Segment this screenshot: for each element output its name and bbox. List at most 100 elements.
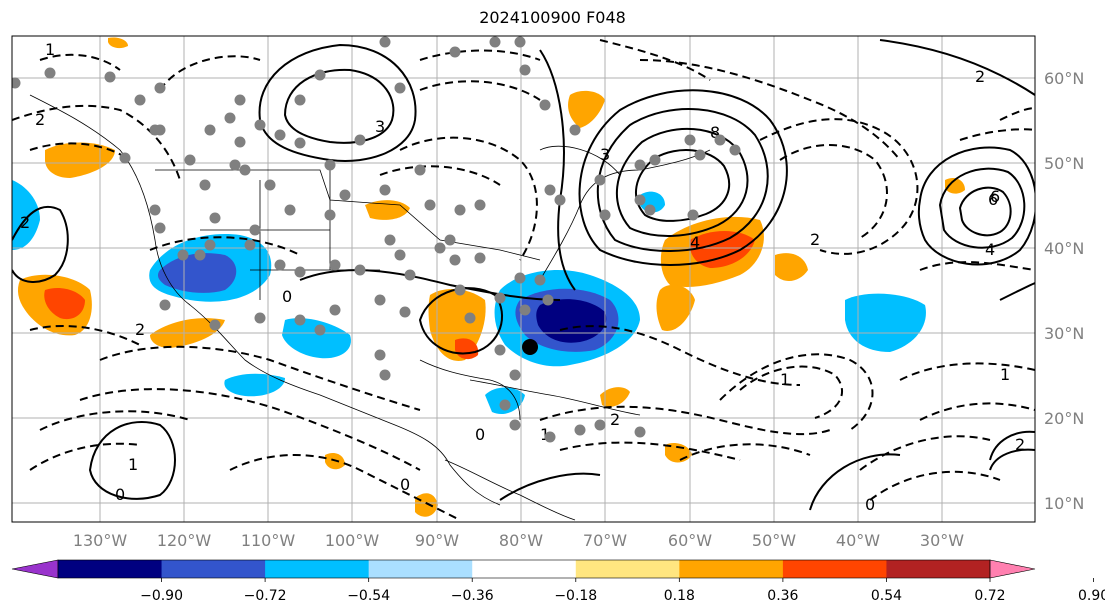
station-dot [544, 184, 556, 196]
contour-label: 1 [45, 40, 55, 59]
contour-label: 1 [128, 455, 138, 474]
map-frame [11, 35, 1036, 523]
longitude-label: 120°W [157, 531, 212, 550]
station-dot [234, 94, 246, 106]
colorbar-tick-label: 0.90 [1078, 588, 1105, 604]
station-dot [454, 284, 466, 296]
station-dot [119, 152, 131, 164]
station-dot [209, 212, 221, 224]
station-dot [569, 124, 581, 136]
station-dot [154, 82, 166, 94]
station-dot [379, 369, 391, 381]
station-dot [499, 399, 511, 411]
station-dot [329, 304, 341, 316]
station-dot [474, 199, 486, 211]
station-dot [424, 199, 436, 211]
colorbar-tick-label: −0.72 [244, 588, 287, 604]
station-dot [694, 149, 706, 161]
station-dot [384, 234, 396, 246]
contour-label: 2 [20, 213, 30, 232]
station-dot [339, 189, 351, 201]
contour-label: 2 [810, 230, 820, 249]
station-dot [714, 134, 726, 146]
colorbar-ticks: −0.90 −0.72 −0.54 −0.36 −0.18 0.18 0.36 0.54 0.7… [140, 578, 1105, 604]
station-dot [294, 94, 306, 106]
station-dot [374, 294, 386, 306]
station-dot [509, 419, 521, 431]
station-dot [314, 324, 326, 336]
longitude-label: 130°W [73, 531, 128, 550]
station-dot [594, 174, 606, 186]
station-dot [324, 159, 336, 171]
dashed-contours [12, 39, 1035, 521]
station-dot [394, 249, 406, 261]
station-dot [209, 319, 221, 331]
station-dot [294, 137, 306, 149]
station-dot [514, 36, 526, 48]
station-dot [464, 312, 476, 324]
station-dot [599, 209, 611, 221]
station-dot [149, 124, 161, 136]
station-dot [229, 159, 241, 171]
station-dot [239, 164, 251, 176]
contour-label: 2 [35, 110, 45, 129]
station-dot [534, 274, 546, 286]
contour-label: 8 [710, 123, 720, 142]
station-dots [12, 36, 741, 443]
station-dot [379, 36, 391, 48]
latitude-label: 50°N [1044, 154, 1084, 173]
contour-labels: 1 2 3 4 6 0 2 3 1 2 0 2 4 6 8 2 1 2 0 1 … [20, 40, 1025, 514]
longitude-label: 70°W [583, 531, 627, 550]
contour-label: 0 [115, 485, 125, 504]
latitude-label: 40°N [1044, 239, 1084, 258]
station-dot [374, 349, 386, 361]
station-dot [184, 154, 196, 166]
station-dot [354, 134, 366, 146]
colorbar-segment [368, 560, 473, 578]
figure-title: 2024100900 F048 [479, 8, 626, 27]
longitude-label: 30°W [920, 531, 964, 550]
station-dot [204, 124, 216, 136]
station-dot [489, 36, 501, 48]
colorbar-segment [886, 560, 991, 578]
station-dot [634, 194, 646, 206]
colorbar-extend-low [11, 559, 59, 579]
colorbar-segment [58, 560, 163, 578]
station-dot [224, 112, 236, 124]
station-dot [634, 426, 646, 438]
colorbar-segment [265, 560, 370, 578]
station-dot [494, 292, 506, 304]
colorbar-segment [679, 560, 784, 578]
contour-label: 1 [780, 370, 790, 389]
station-dot [594, 419, 606, 431]
station-dot [154, 222, 166, 234]
contour-label: 6 [990, 187, 1000, 206]
station-dot [354, 264, 366, 276]
contour-label: 1 [540, 425, 550, 444]
colorbar-tick-label: 0.36 [767, 588, 798, 604]
colorbar [11, 559, 1036, 579]
colorbar-tick-label: 0.54 [871, 588, 902, 604]
colorbar-tick-label: −0.18 [554, 588, 597, 604]
contour-label: 1 [1000, 365, 1010, 384]
station-dot [434, 242, 446, 254]
station-dot [194, 249, 206, 261]
colorbar-segment [472, 560, 577, 578]
longitude-label: 50°W [752, 531, 796, 550]
station-dot [199, 179, 211, 191]
storm-center-marker [522, 339, 538, 355]
station-dot [542, 294, 554, 306]
station-dot [284, 204, 296, 216]
station-dot [509, 369, 521, 381]
colorbar-tick-label: 0.18 [664, 588, 695, 604]
contour-label: 2 [1015, 435, 1025, 454]
longitude-label: 90°W [415, 531, 459, 550]
contour-label: 6 [988, 190, 998, 209]
station-dot [204, 239, 216, 251]
station-dot [314, 69, 326, 81]
latitude-label: 10°N [1044, 494, 1084, 513]
contour-label: 2 [975, 67, 985, 86]
longitude-label: 100°W [325, 531, 380, 550]
latitude-label: 30°N [1044, 324, 1084, 343]
station-dot [134, 94, 146, 106]
